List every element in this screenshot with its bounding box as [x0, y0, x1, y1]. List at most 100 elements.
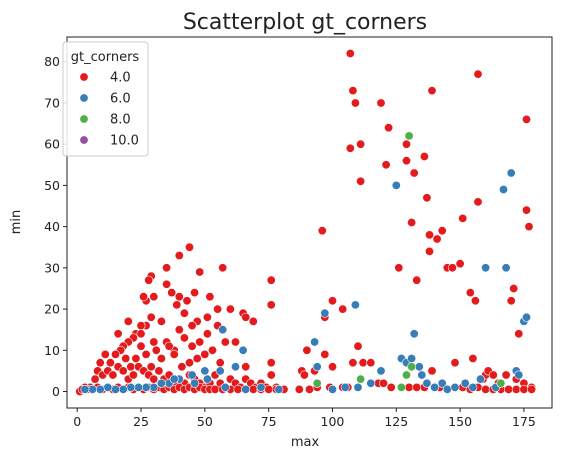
scatter-point-1-17 — [88, 384, 98, 394]
scatter-point-1-56 — [340, 382, 350, 392]
y-tick-label-2: 20 — [44, 302, 60, 317]
scatter-point-0-4 — [144, 275, 154, 285]
scatter-point-1-3 — [215, 366, 225, 376]
scatter-point-1-40 — [437, 378, 447, 388]
scatter-point-0-171 — [409, 168, 419, 178]
scatter-point-0-181 — [447, 263, 457, 273]
legend-marker-0 — [79, 72, 89, 82]
scatter-point-0-135 — [210, 384, 220, 394]
scatter-point-0-174 — [422, 193, 432, 203]
scatter-point-1-38 — [422, 378, 432, 388]
scatter-point-0-159 — [348, 86, 358, 96]
scatter-point-1-21 — [200, 366, 210, 376]
scatter-point-0-46 — [220, 337, 230, 347]
scatter-point-1-35 — [409, 329, 419, 339]
scatter-point-0-155 — [327, 296, 337, 306]
x-tick-label-0: 0 — [73, 414, 81, 429]
scatter-point-0-200 — [521, 114, 531, 124]
scatter-point-1-45 — [475, 374, 485, 384]
scatter-point-0-229 — [504, 384, 514, 394]
scatter-point-1-26 — [310, 337, 320, 347]
scatter-point-1-5 — [190, 378, 200, 388]
scatter-point-0-153 — [317, 226, 327, 236]
scatter-point-1-30 — [376, 366, 386, 376]
legend-label-0: 4.0 — [110, 71, 131, 86]
scatter-point-0-70 — [90, 374, 100, 384]
y-tick-label-4: 40 — [44, 219, 60, 234]
scatter-point-2-1 — [356, 374, 366, 384]
scatter-point-0-6 — [149, 292, 159, 302]
legend-label-2: 8.0 — [110, 113, 131, 128]
scatter-point-0-168 — [401, 156, 411, 166]
scatter-point-0-216 — [404, 382, 414, 392]
scatter-point-1-31 — [391, 180, 401, 190]
scatter-point-0-25 — [187, 321, 197, 331]
scatter-point-1-10 — [141, 382, 151, 392]
legend-title: gt_corners — [71, 50, 140, 65]
scatter-point-0-145 — [266, 275, 276, 285]
scatter-point-1-28 — [320, 308, 330, 318]
scatter-point-0-61 — [131, 353, 141, 363]
scatter-point-0-22 — [248, 316, 258, 326]
scatter-point-0-57 — [151, 345, 161, 355]
scatter-point-0-184 — [465, 288, 475, 298]
scatter-point-1-18 — [80, 384, 90, 394]
scatter-point-0-230 — [511, 384, 521, 394]
scatter-point-0-198 — [514, 329, 524, 339]
scatter-point-0-48 — [215, 358, 225, 368]
scatter-point-0-0 — [185, 242, 195, 252]
plot-frame — [66, 36, 553, 409]
scatter-point-0-138 — [233, 384, 243, 394]
scatter-point-0-214 — [386, 382, 396, 392]
y-tick-label-8: 80 — [44, 54, 60, 69]
scatter-point-0-66 — [105, 358, 115, 368]
scatter-point-1-50 — [506, 168, 516, 178]
scatter-point-2-4 — [407, 362, 417, 372]
scatter-point-0-1 — [174, 251, 184, 261]
scatter-point-0-204 — [320, 349, 330, 359]
scatter-point-1-57 — [353, 382, 363, 392]
scatter-point-0-188 — [473, 69, 483, 79]
scatter-point-0-67 — [100, 349, 110, 359]
scatter-point-0-17 — [218, 263, 228, 273]
scatter-point-1-9 — [149, 382, 159, 392]
scatter-point-0-104 — [266, 370, 276, 380]
scatter-point-0-234 — [304, 384, 314, 394]
scatter-point-0-217 — [412, 382, 422, 392]
scatter-point-0-157 — [327, 362, 337, 372]
scatter-point-0-35 — [113, 329, 123, 339]
scatter-point-1-22 — [220, 382, 230, 392]
scatter-point-1-37 — [417, 370, 427, 380]
scatter-point-0-163 — [345, 48, 355, 58]
legend-box — [62, 41, 149, 157]
scatter-point-0-28 — [146, 312, 156, 322]
scatter-point-0-213 — [378, 378, 388, 388]
legend-label-3: 10.0 — [110, 134, 139, 149]
scatter-point-0-52 — [185, 358, 195, 368]
scatter-point-0-75 — [118, 366, 128, 376]
scatter-point-0-142 — [264, 384, 274, 394]
scatter-point-0-8 — [139, 292, 149, 302]
scatter-point-0-140 — [248, 384, 258, 394]
scatter-point-1-52 — [514, 370, 524, 380]
scatter-point-1-58 — [366, 378, 376, 388]
scatter-point-1-23 — [241, 384, 251, 394]
scatter-point-1-54 — [521, 312, 531, 322]
scatter-point-0-63 — [121, 353, 131, 363]
scatter-point-0-18 — [213, 304, 223, 314]
scatter-point-0-23 — [202, 312, 212, 322]
scatter-point-1-16 — [95, 384, 105, 394]
scatter-point-0-38 — [149, 337, 159, 347]
scatter-point-0-158 — [345, 143, 355, 153]
chart-title: Scatterplot gt_corners — [183, 10, 427, 35]
y-tick-label-6: 60 — [44, 137, 60, 152]
scatter-point-0-195 — [506, 296, 516, 306]
legend: gt_corners 4.0 6.0 8.0 10.0 — [62, 41, 149, 157]
scatter-point-0-170 — [407, 218, 417, 228]
scatter-point-0-146 — [266, 300, 276, 310]
scatter-point-1-42 — [450, 382, 460, 392]
x-tick-label-5: 125 — [384, 414, 408, 429]
plot-area — [75, 48, 537, 396]
y-axis: 0 10 20 30 40 50 60 70 80 — [44, 54, 67, 399]
y-tick-label-7: 70 — [44, 95, 60, 110]
